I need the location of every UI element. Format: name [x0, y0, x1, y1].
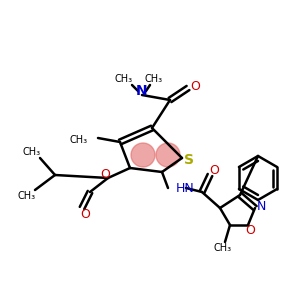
Text: O: O [100, 169, 110, 182]
Text: N: N [136, 84, 148, 98]
Text: CH₃: CH₃ [145, 74, 163, 84]
Text: N: N [256, 200, 266, 212]
Text: CH₃: CH₃ [214, 243, 232, 253]
Circle shape [131, 143, 155, 167]
Text: CH₃: CH₃ [115, 74, 133, 84]
Text: CH₃: CH₃ [18, 191, 36, 201]
Text: O: O [190, 80, 200, 94]
Text: O: O [245, 224, 255, 238]
Text: O: O [80, 208, 90, 220]
Circle shape [156, 143, 180, 167]
Text: S: S [184, 153, 194, 167]
Text: HN: HN [176, 182, 195, 194]
Text: CH₃: CH₃ [70, 135, 88, 145]
Text: O: O [209, 164, 219, 178]
Text: CH₃: CH₃ [23, 147, 41, 157]
